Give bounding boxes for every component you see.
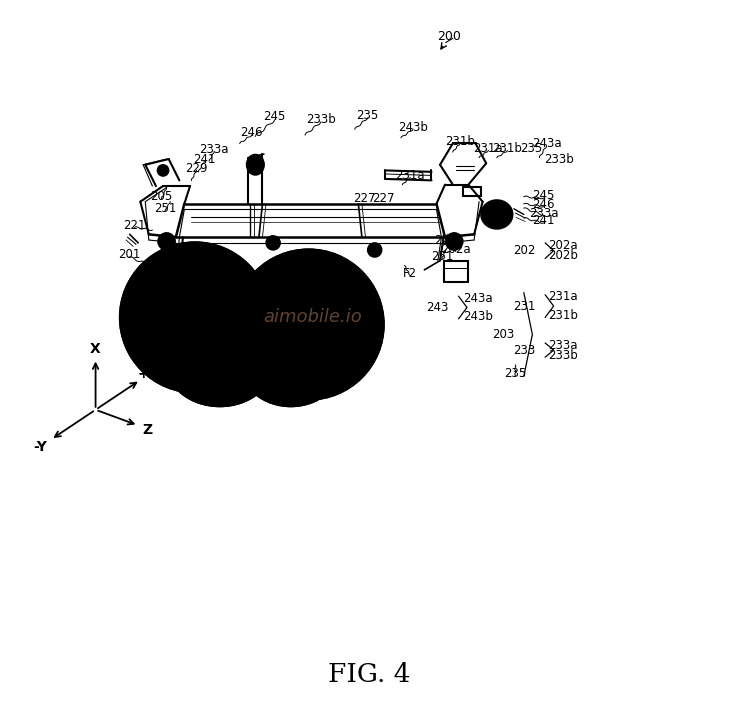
Ellipse shape <box>289 319 336 366</box>
Text: 243a: 243a <box>532 137 562 150</box>
Text: 202b: 202b <box>548 249 578 262</box>
Text: 205: 205 <box>151 190 173 203</box>
Text: 241: 241 <box>532 215 555 227</box>
Ellipse shape <box>246 155 264 175</box>
Text: aimobile.io: aimobile.io <box>263 309 362 327</box>
Text: 231b: 231b <box>445 135 475 148</box>
Text: 233b: 233b <box>548 349 578 361</box>
Text: 245: 245 <box>263 110 286 123</box>
Text: 243: 243 <box>426 301 449 314</box>
Ellipse shape <box>241 324 341 406</box>
Text: 231b: 231b <box>548 309 578 322</box>
Text: 231: 231 <box>513 299 535 312</box>
Text: 223: 223 <box>149 261 171 275</box>
Text: Z: Z <box>142 423 153 436</box>
Ellipse shape <box>158 233 175 250</box>
Ellipse shape <box>368 243 382 257</box>
Ellipse shape <box>489 207 506 222</box>
Text: +Y: +Y <box>138 367 159 381</box>
Ellipse shape <box>157 165 169 176</box>
Text: 243b: 243b <box>398 120 428 133</box>
Text: F1: F1 <box>252 304 266 317</box>
Text: 201: 201 <box>118 248 140 262</box>
Text: 251: 251 <box>154 202 176 215</box>
Text: 233a: 233a <box>199 143 229 155</box>
Text: F2: F2 <box>403 267 417 280</box>
Text: 202: 202 <box>513 244 535 257</box>
Text: 231a: 231a <box>396 169 425 182</box>
Text: 246: 246 <box>241 126 263 139</box>
Text: 245: 245 <box>533 190 555 202</box>
Text: 231a: 231a <box>548 290 578 303</box>
Text: 233a: 233a <box>548 339 577 352</box>
Text: 246: 246 <box>532 198 555 211</box>
Text: 235: 235 <box>356 108 379 121</box>
Text: 221: 221 <box>123 219 146 232</box>
Text: 243a: 243a <box>463 292 492 304</box>
Text: 202b: 202b <box>241 339 270 352</box>
Text: 241: 241 <box>193 153 215 165</box>
Text: 202a: 202a <box>441 242 470 256</box>
Text: FIG. 4: FIG. 4 <box>328 662 410 687</box>
Text: 233a: 233a <box>529 207 559 220</box>
Text: 235: 235 <box>520 142 542 155</box>
Text: 235: 235 <box>504 367 526 380</box>
Ellipse shape <box>234 250 383 399</box>
Text: 203: 203 <box>492 328 514 341</box>
Text: 243b: 243b <box>463 310 493 323</box>
Ellipse shape <box>120 243 269 392</box>
Text: 255: 255 <box>235 284 258 297</box>
Text: 233b: 233b <box>306 113 336 126</box>
Text: 227: 227 <box>372 192 394 205</box>
Text: 233b: 233b <box>545 153 574 165</box>
Ellipse shape <box>191 296 199 303</box>
Text: 231a: 231a <box>474 142 503 155</box>
Text: 231b: 231b <box>492 142 523 155</box>
Text: 221: 221 <box>272 317 295 330</box>
Text: 233: 233 <box>513 344 535 356</box>
Text: 229: 229 <box>185 162 207 175</box>
Text: 251: 251 <box>431 250 453 263</box>
Text: 202a: 202a <box>548 239 578 252</box>
Text: 253: 253 <box>215 271 237 284</box>
Ellipse shape <box>167 321 273 406</box>
Ellipse shape <box>181 310 224 353</box>
Ellipse shape <box>305 302 312 309</box>
Ellipse shape <box>242 304 259 318</box>
Text: X: X <box>90 342 101 356</box>
Ellipse shape <box>266 236 280 250</box>
Ellipse shape <box>446 233 463 250</box>
Text: 201: 201 <box>300 307 322 319</box>
Ellipse shape <box>481 200 512 229</box>
Text: 200: 200 <box>438 31 461 43</box>
Text: 229: 229 <box>435 235 457 247</box>
Text: -Y: -Y <box>33 440 47 453</box>
Text: 227: 227 <box>354 192 376 205</box>
